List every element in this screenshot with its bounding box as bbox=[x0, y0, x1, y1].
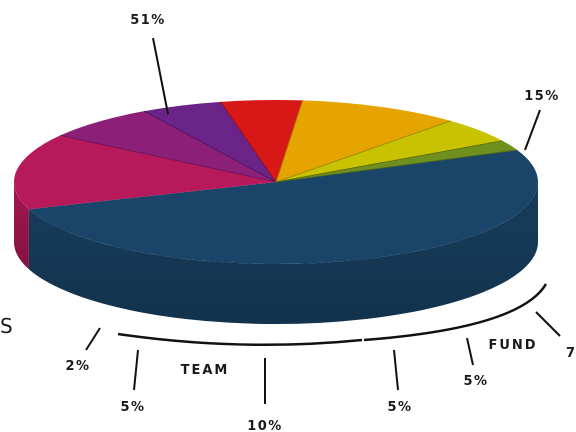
leader-lines bbox=[85, 37, 561, 404]
pie-slice-8 bbox=[276, 140, 518, 182]
pie-slice-7 bbox=[276, 120, 503, 182]
data-label: 5% bbox=[387, 400, 412, 415]
leader-line bbox=[524, 109, 541, 151]
leader-line bbox=[152, 37, 169, 115]
data-label: 2% bbox=[65, 359, 90, 374]
cropped-edge-text: S bbox=[0, 314, 13, 338]
pie-slice-4 bbox=[144, 101, 276, 182]
fund-bracket bbox=[363, 283, 548, 342]
data-label: 51% bbox=[130, 13, 166, 28]
slice-edge bbox=[275, 140, 518, 183]
data-labels: 51% 15% 7% 5% 5% 10% 5% 2% bbox=[65, 13, 576, 432]
leader-line bbox=[393, 349, 399, 391]
leader-line bbox=[535, 311, 561, 337]
data-label: 5% bbox=[463, 374, 488, 389]
group-brackets bbox=[117, 283, 548, 347]
slice-side-shading bbox=[13, 182, 29, 270]
pie-side-walls bbox=[13, 182, 538, 324]
pie-slice-3 bbox=[60, 111, 276, 182]
leader-line bbox=[85, 327, 101, 351]
data-label: 7% bbox=[566, 346, 576, 361]
leader-line bbox=[466, 337, 474, 366]
pie-slice-6 bbox=[276, 100, 451, 182]
group-label-team: TEAM bbox=[181, 363, 230, 378]
pie-slice-1 bbox=[28, 149, 539, 265]
data-label: 5% bbox=[120, 400, 145, 415]
leader-line bbox=[133, 349, 139, 391]
pie-inner-walls bbox=[60, 100, 518, 183]
team-bracket bbox=[117, 332, 363, 347]
data-label: 15% bbox=[524, 89, 560, 104]
pie-top-faces bbox=[13, 100, 539, 265]
slice-side-shading bbox=[28, 182, 538, 324]
group-label-fund: FUND bbox=[488, 338, 537, 353]
pie-slice-5 bbox=[220, 100, 303, 182]
data-label: 10% bbox=[247, 419, 283, 432]
pie-slice-2 bbox=[13, 135, 276, 210]
